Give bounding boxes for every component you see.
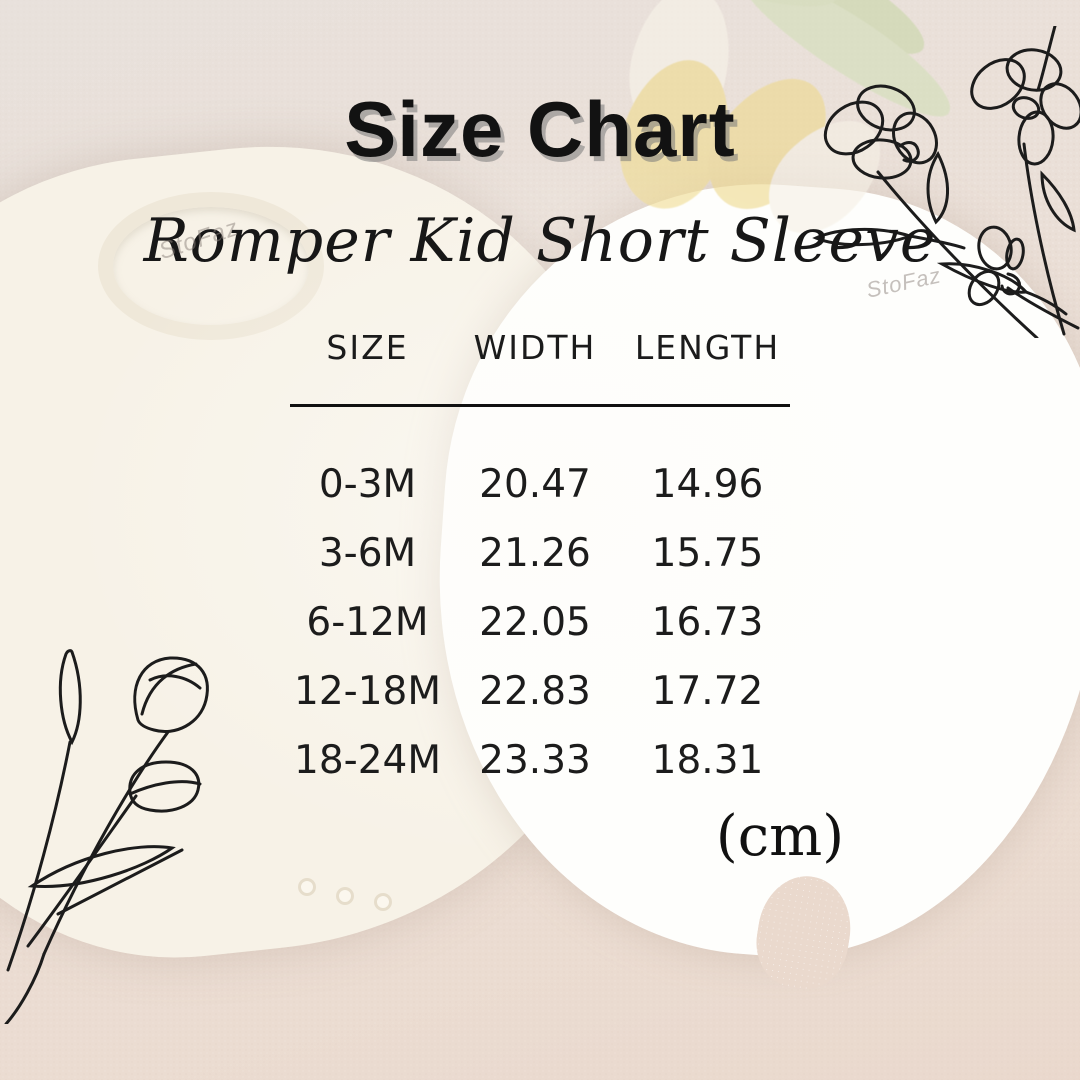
- table-row: 6-12M 22.05 16.73: [290, 588, 790, 657]
- width-cell: 21.26: [479, 531, 591, 576]
- width-cell: 20.47: [479, 462, 591, 507]
- table-row: 3-6M 21.26 15.75: [290, 519, 790, 588]
- table-body: 0-3M 20.47 14.96 3-6M 21.26 15.75 6-12M …: [290, 415, 790, 795]
- flower-line-art-icon: [812, 26, 1080, 338]
- size-chart-table: SIZE WIDTH LENGTH 0-3M 20.47 14.96 3-6M …: [290, 328, 790, 795]
- length-cell: 16.73: [651, 600, 764, 645]
- table-row: 0-3M 20.47 14.96: [290, 450, 790, 519]
- table-row: 12-18M 22.83 17.72: [290, 657, 790, 726]
- tulip-line-art-icon: [4, 649, 209, 1024]
- column-header-length: LENGTH: [634, 328, 781, 367]
- size-cell: 18-24M: [294, 738, 441, 783]
- table-row: 18-24M 23.33 18.31: [290, 726, 790, 795]
- column-header-size: SIZE: [326, 328, 409, 367]
- size-cell: 6-12M: [306, 600, 429, 645]
- size-cell: 0-3M: [318, 462, 417, 507]
- length-cell: 15.75: [651, 531, 764, 576]
- unit-label: (cm): [715, 804, 845, 869]
- size-cell: 12-18M: [294, 669, 441, 714]
- size-cell: 3-6M: [318, 531, 417, 576]
- width-cell: 22.83: [479, 669, 591, 714]
- width-cell: 22.05: [479, 600, 591, 645]
- table-header-row: SIZE WIDTH LENGTH: [290, 328, 790, 367]
- length-cell: 18.31: [651, 738, 764, 783]
- column-header-width: WIDTH: [473, 328, 597, 367]
- page-title: Size Chart: [344, 85, 736, 173]
- width-cell: 23.33: [479, 738, 591, 783]
- length-cell: 17.72: [651, 669, 764, 714]
- length-cell: 14.96: [651, 462, 764, 507]
- table-divider: [290, 404, 790, 407]
- product-name: Romper Kid Short Sleeve: [143, 206, 937, 276]
